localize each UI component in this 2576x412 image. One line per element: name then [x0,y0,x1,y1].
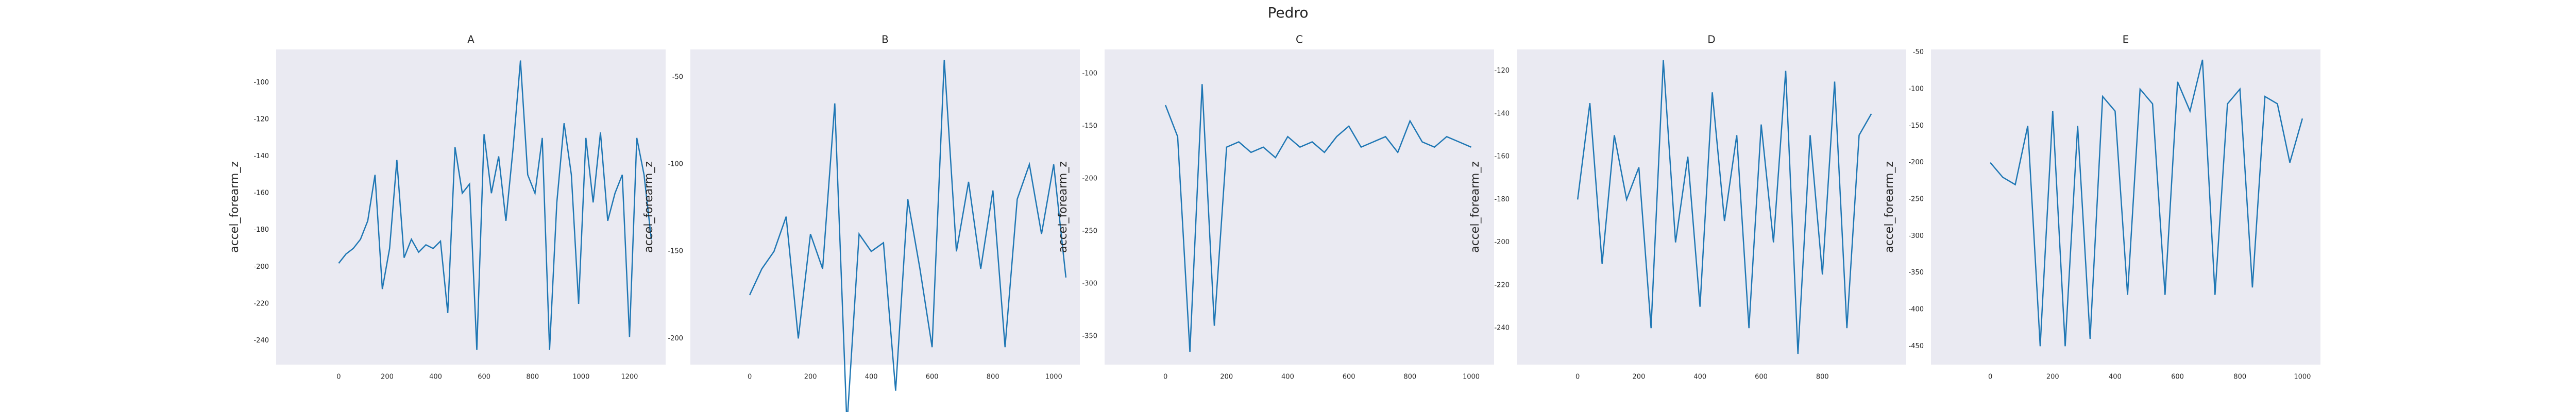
subplot-title: A [467,33,474,46]
y-tick-label: -120 [1494,67,1510,75]
y-tick-label: -200 [1494,238,1510,246]
figure-title: Pedro [1268,4,1309,21]
x-tick-label: 400 [865,373,878,381]
plot-area [690,49,1080,365]
y-tick-label: -400 [1908,306,1924,314]
y-tick-label: -200 [253,263,269,271]
y-tick-label: -100 [668,161,683,168]
y-tick-label: -350 [1082,332,1097,340]
y-tick-label: -180 [1494,196,1510,203]
subplot-title: B [882,33,889,46]
x-tick-label: 600 [1755,373,1768,381]
x-tick-label: 800 [1816,373,1829,381]
x-tick-label: 0 [748,373,752,381]
y-axis-label: accel_forearm_z [1883,161,1896,253]
x-tick-label: 0 [1575,373,1580,381]
x-tick-label: 200 [1220,373,1233,381]
y-tick-label: -100 [1908,85,1924,93]
y-tick-label: -200 [1082,175,1097,182]
x-tick-label: 600 [2171,373,2184,381]
y-tick-label: -250 [1908,196,1924,203]
data-line [338,60,652,350]
x-tick-label: 600 [478,373,490,381]
y-tick-label: -300 [1908,232,1924,240]
x-tick-label: 400 [2109,373,2122,381]
y-tick-label: -240 [253,337,269,345]
x-tick-label: 400 [429,373,442,381]
y-tick-label: -150 [1908,122,1924,130]
y-tick-label: -450 [1908,342,1924,350]
subplot-title: C [1296,33,1303,46]
x-tick-label: 0 [1163,373,1167,381]
y-tick-label: -200 [1908,159,1924,166]
plot-area [1931,49,2320,365]
y-tick-label: -50 [672,74,683,81]
x-tick-label: 1000 [2294,373,2311,381]
x-tick-label: 1000 [1463,373,1480,381]
x-tick-label: 200 [1633,373,1646,381]
x-tick-label: 800 [987,373,999,381]
x-tick-label: 600 [926,373,939,381]
x-tick-label: 1000 [1045,373,1062,381]
y-tick-label: -220 [253,300,269,307]
subplot-title: E [2123,33,2129,46]
y-tick-label: -160 [253,190,269,197]
x-tick-label: 400 [1693,373,1706,381]
x-tick-label: 200 [2046,373,2059,381]
y-tick-label: -220 [1494,281,1510,289]
y-axis-label: accel_forearm_z [642,161,655,253]
y-tick-label: -200 [668,335,683,342]
x-tick-label: 400 [1281,373,1294,381]
plot-area [1105,49,1494,365]
x-tick-label: 1000 [572,373,589,381]
subplot-title: D [1707,33,1715,46]
data-line [749,60,1067,412]
y-tick-label: -140 [1494,110,1510,117]
y-tick-label: -140 [253,152,269,160]
x-tick-label: 200 [804,373,817,381]
x-tick-label: 200 [381,373,394,381]
data-line [1164,84,1471,352]
x-tick-label: 0 [336,373,341,381]
y-tick-label: -100 [1082,70,1097,77]
data-line [1577,60,1872,354]
x-tick-label: 600 [1343,373,1355,381]
y-tick-label: -150 [668,248,683,255]
data-line [1990,59,2303,347]
y-tick-label: -150 [1082,122,1097,130]
x-tick-label: 800 [1403,373,1416,381]
y-axis-label: accel_forearm_z [1469,161,1482,253]
y-tick-label: -50 [1913,48,1924,56]
y-tick-label: -300 [1082,280,1097,287]
y-tick-label: -250 [1082,227,1097,235]
y-axis-label: accel_forearm_z [1057,161,1070,253]
y-tick-label: -180 [253,226,269,234]
y-tick-label: -350 [1908,269,1924,277]
x-tick-label: 800 [526,373,539,381]
y-tick-label: -100 [253,79,269,87]
y-axis-label: accel_forearm_z [228,161,241,253]
y-tick-label: -240 [1494,324,1510,332]
y-tick-label: -160 [1494,153,1510,161]
x-tick-label: 0 [1988,373,1992,381]
y-tick-label: -120 [253,116,269,124]
x-tick-label: 1200 [621,373,638,381]
x-tick-label: 800 [2233,373,2246,381]
